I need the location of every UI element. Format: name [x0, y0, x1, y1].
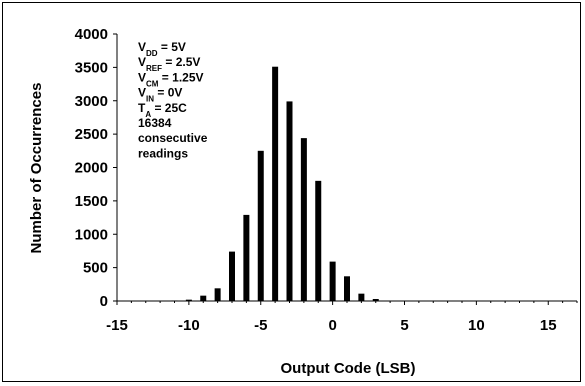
- y-tick-label: 1500: [75, 193, 108, 210]
- x-axis-ticks: -15 -10 -5 0 5 10 15: [106, 301, 578, 334]
- x-tick-label: 15: [540, 317, 557, 334]
- histogram-bar: [358, 293, 365, 301]
- y-tick-label: 1000: [75, 226, 108, 243]
- x-tick-label: 10: [468, 317, 485, 334]
- histogram-bar: [171, 300, 178, 302]
- histogram-bar: [300, 138, 307, 301]
- annotation-line: VDD = 5V: [138, 40, 186, 58]
- histogram-bar: [286, 101, 293, 301]
- x-axis-label: Output Code (LSB): [281, 360, 416, 377]
- annotation-line: VCM = 1.25V: [138, 70, 204, 88]
- histogram-bar: [257, 150, 264, 301]
- annotation-line: VIN = 0V: [138, 86, 182, 104]
- histogram-bar: [315, 180, 322, 301]
- y-tick-label: 4000: [75, 26, 108, 43]
- y-axis-label: Number of Occurrences: [28, 83, 45, 254]
- annotation-line: TA = 25C: [138, 101, 187, 119]
- annotation-line: VREF = 2.5V: [138, 55, 200, 72]
- annotation-line: 16384: [138, 116, 172, 130]
- chart-frame: 0 500 1000 1500 2000 2500 3000 3500 4000 -15 -10-…: [2, 2, 581, 382]
- x-tick-label: -15: [106, 317, 128, 334]
- annotation-line: consecutive: [138, 131, 208, 145]
- histogram-bar: [272, 66, 279, 301]
- x-tick-label: -5: [254, 317, 267, 334]
- y-tick-label: 3500: [75, 59, 108, 76]
- y-tick-label: 2000: [75, 160, 108, 177]
- bars: [171, 66, 394, 302]
- y-tick-label: 500: [83, 260, 108, 277]
- histogram-bar: [214, 288, 221, 301]
- x-tick-label: 0: [328, 317, 336, 334]
- y-tick-label: 2500: [75, 126, 108, 143]
- x-tick-label: -10: [178, 317, 200, 334]
- x-tick-label: 5: [400, 317, 408, 334]
- histogram-bar: [372, 298, 379, 301]
- histogram-bar: [200, 295, 207, 301]
- histogram-bar: [329, 261, 336, 301]
- y-tick-label: 0: [100, 293, 108, 310]
- histogram-bar: [243, 214, 250, 301]
- histogram-bar: [185, 299, 192, 301]
- histogram-bar: [344, 276, 350, 301]
- y-tick-label: 3000: [75, 93, 108, 110]
- y-axis-ticks: 0 500 1000 1500 2000 2500 3000 3500 4000: [75, 26, 117, 310]
- histogram-bar: [229, 251, 235, 301]
- annotation-line: readings: [138, 146, 188, 160]
